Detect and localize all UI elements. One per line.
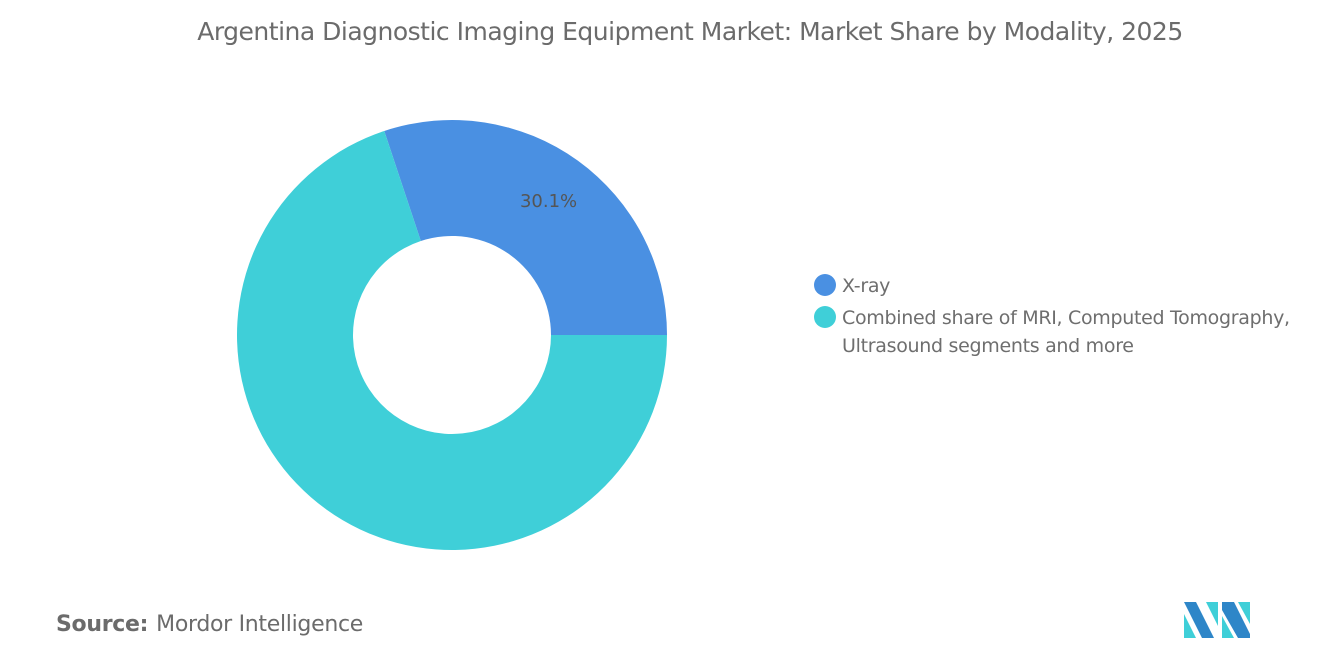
donut-slice-1 (237, 130, 668, 550)
source-label: Source: (56, 612, 149, 637)
legend-label: Combined share of MRI, Computed Tomograp… (842, 307, 1290, 357)
data-label: 30.1% (520, 191, 577, 212)
legend-label: X-ray (842, 275, 891, 297)
legend-item-xray: X-ray (814, 272, 1302, 300)
chart-title: Argentina Diagnostic Imaging Equipment M… (197, 17, 1183, 46)
source-note: Source: Mordor Intelligence (56, 612, 363, 637)
legend: X-ray Combined share of MRI, Computed To… (814, 272, 1302, 364)
legend-swatch (814, 306, 836, 328)
legend-swatch (814, 274, 836, 296)
legend-item-combined: Combined share of MRI, Computed Tomograp… (814, 304, 1302, 360)
mordor-intelligence-logo (1184, 602, 1250, 638)
source-value: Mordor Intelligence (156, 612, 364, 637)
donut-slice-0 (384, 120, 667, 335)
